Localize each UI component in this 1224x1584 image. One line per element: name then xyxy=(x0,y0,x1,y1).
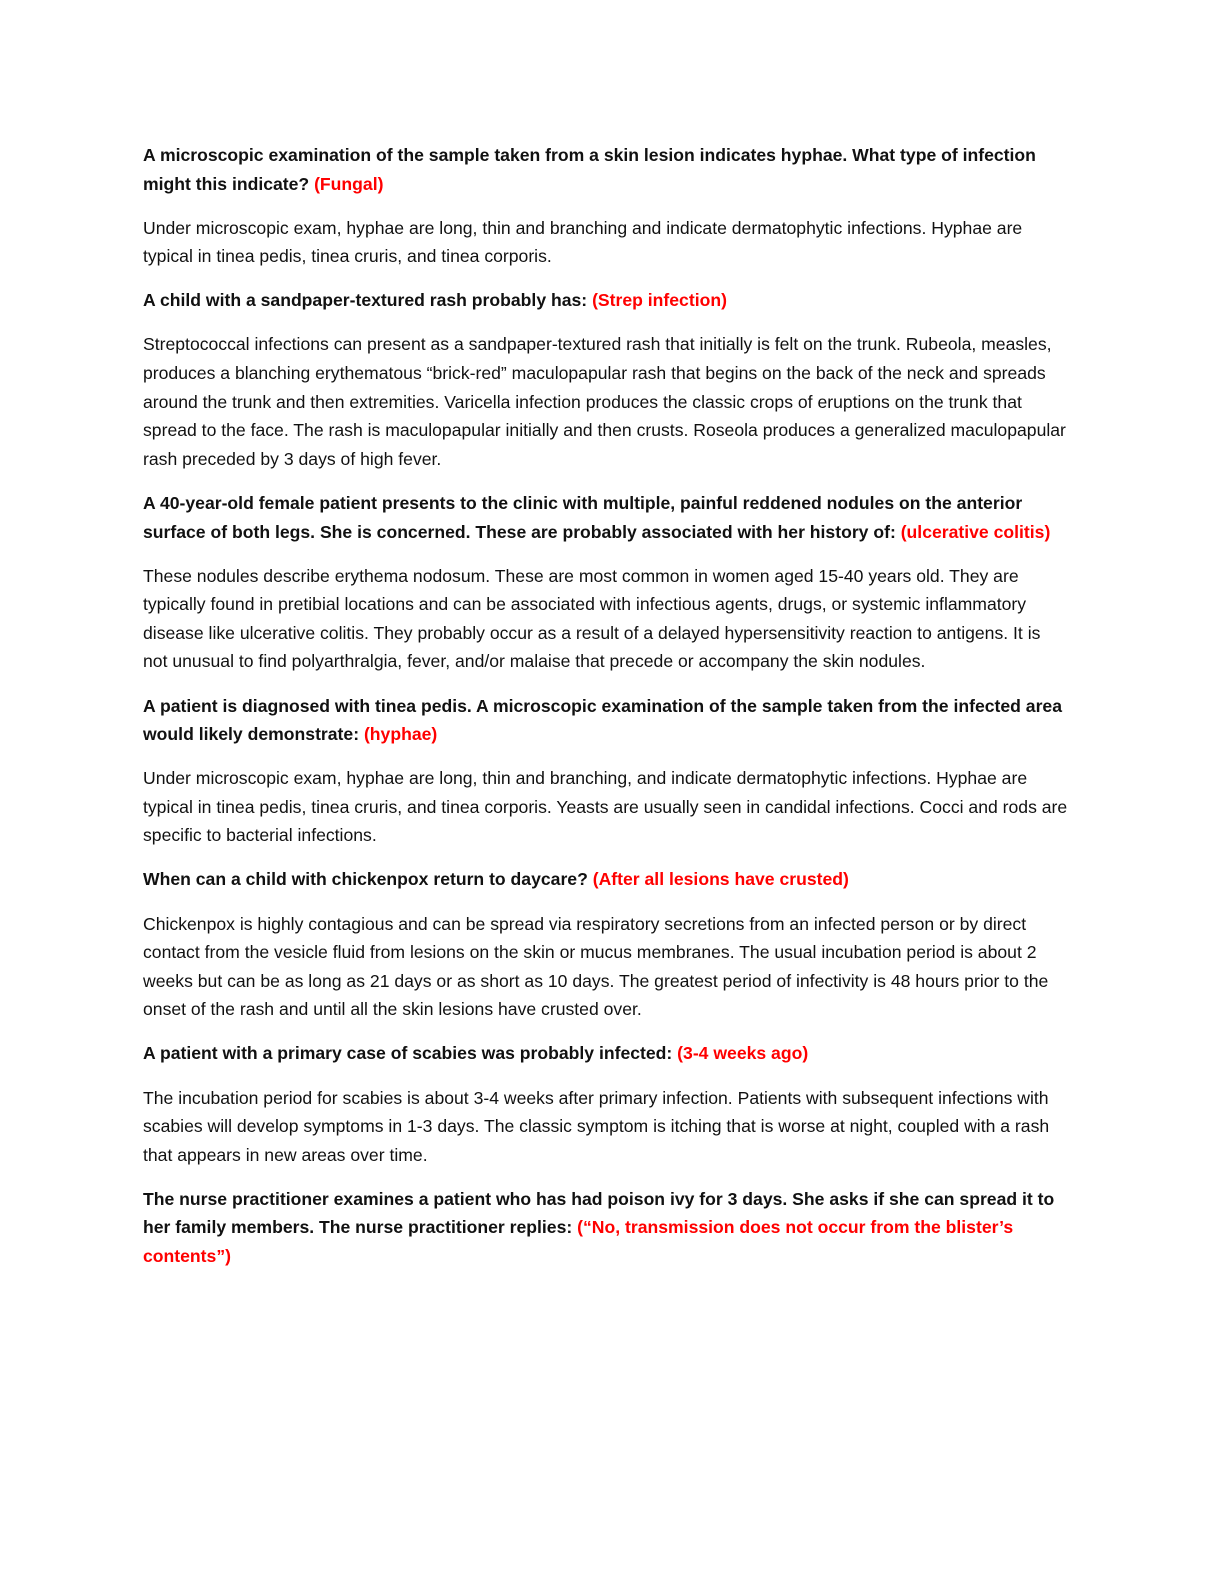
question-6: A patient with a primary case of scabies… xyxy=(143,1043,809,1064)
answer-1: (Fungal) xyxy=(314,173,384,194)
question-1: A microscopic examination of the sample … xyxy=(143,145,1036,194)
question-2: A child with a sandpaper-textured rash p… xyxy=(143,290,727,311)
answer-4: (hyphae) xyxy=(363,724,438,745)
explanation-5: Chickenpox is highly contagious and can … xyxy=(143,913,1049,1020)
explanation-4: Under microscopic exam, hyphae are long,… xyxy=(143,768,1068,846)
answer-7: (“No, transmission does not occur from t… xyxy=(143,1217,1014,1266)
question-7: The nurse practitioner examines a patien… xyxy=(143,1188,1055,1266)
answer-5: (After all lesions have crusted) xyxy=(592,869,849,890)
question-5: When can a child with chickenpox return … xyxy=(143,869,849,890)
document-page: A microscopic examination of the sample … xyxy=(143,141,1068,1286)
answer-2: (Strep infection) xyxy=(592,290,727,311)
explanation-3: These nodules describe erythema nodosum.… xyxy=(143,565,1041,672)
question-4: A patient is diagnosed with tinea pedis.… xyxy=(143,695,1062,745)
question-3: A 40-year-old female patient presents to… xyxy=(143,492,1051,542)
explanation-2: Streptococcal infections can present as … xyxy=(143,334,1066,469)
explanation-1: Under microscopic exam, hyphae are long,… xyxy=(143,217,1023,267)
answer-6: (3-4 weeks ago) xyxy=(677,1043,809,1064)
answer-3: (ulcerative colitis) xyxy=(900,521,1051,542)
explanation-6: The incubation period for scabies is abo… xyxy=(143,1087,1050,1165)
